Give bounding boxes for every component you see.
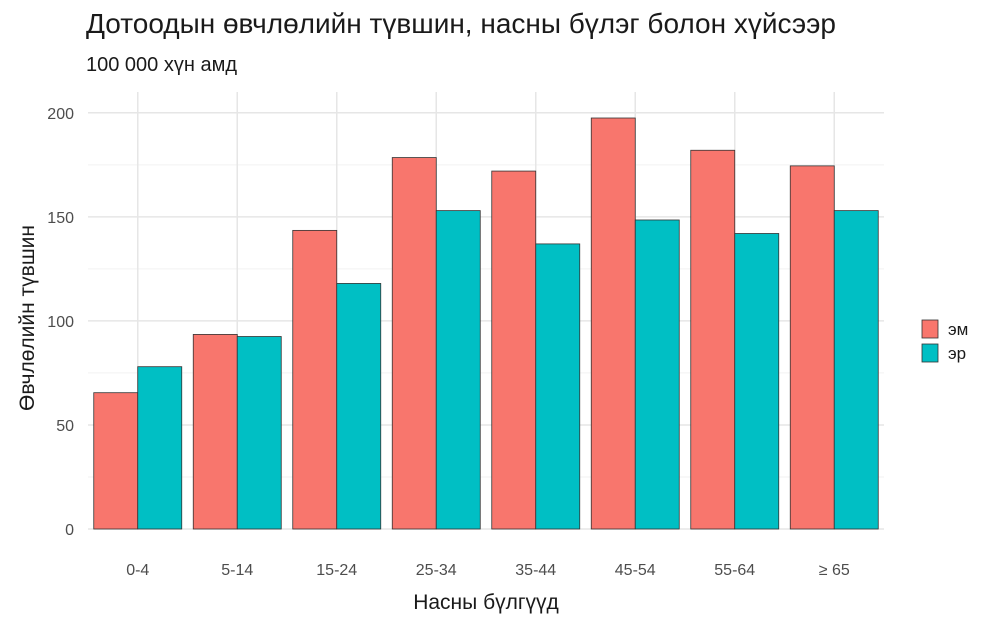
y-tick-label: 150 (47, 210, 74, 227)
bar-эм (690, 149, 736, 530)
bar-эм (391, 157, 437, 530)
bar-эм (491, 170, 537, 530)
legend-key-эм (921, 319, 939, 339)
bar-эм (292, 229, 338, 530)
bar-эр (336, 283, 382, 530)
y-tick-label: 200 (47, 106, 74, 123)
bar-эм (590, 117, 636, 530)
bar-layer (93, 117, 879, 530)
x-tick-label: ≥ 65 (819, 562, 850, 579)
x-axis-title: Насны бүлгүүд (413, 591, 559, 614)
bar-эр (634, 219, 680, 530)
bar-эр (535, 243, 581, 530)
bar-эр (435, 210, 481, 530)
x-tick-label: 0-4 (126, 562, 149, 579)
bar-эр (236, 336, 282, 530)
y-tick-label: 50 (56, 418, 74, 435)
x-tick-label: 15-24 (316, 562, 357, 579)
x-tick-label: 5-14 (221, 562, 253, 579)
legend-label: эр (948, 344, 966, 363)
chart-title: Дотоодын өвчлөлийн түвшин, насны бүлэг б… (86, 8, 836, 39)
y-axis-title: Өвчлөлийн түвшин (16, 225, 39, 411)
y-tick-label: 0 (65, 522, 74, 539)
y-tick-label: 100 (47, 314, 74, 331)
legend: эм эр (921, 319, 968, 363)
x-tick-label: 55-64 (714, 562, 755, 579)
bar-эр (137, 366, 183, 530)
bar-эр (734, 233, 780, 530)
chart-subtitle: 100 000 хүн амд (86, 54, 237, 76)
legend-key-эр (921, 343, 939, 363)
x-tick-label: 35-44 (515, 562, 556, 579)
axis-layer: 0 50 100 150 200 0-4 5-14 15-24 25-34 35-44 45-54 5… (47, 106, 850, 579)
bar-эм (789, 165, 835, 530)
bar-эм (93, 392, 139, 530)
x-tick-label: 45-54 (615, 562, 656, 579)
bar-эр (833, 210, 879, 530)
bar-эм (192, 334, 238, 530)
legend-label: эм (948, 320, 968, 339)
x-tick-label: 25-34 (416, 562, 457, 579)
